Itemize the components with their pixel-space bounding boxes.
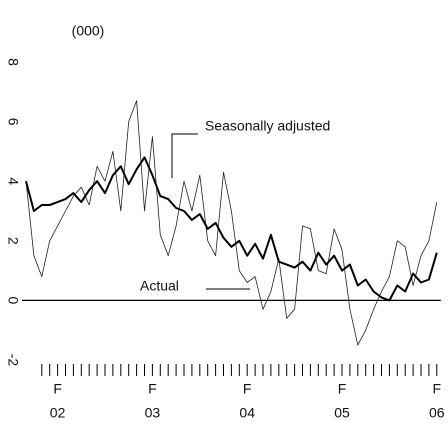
series-label: Actual — [140, 278, 179, 294]
x-tick-label: 05 — [334, 405, 350, 421]
x-tick-label: 02 — [50, 405, 66, 421]
x-tick-label: F — [338, 381, 347, 397]
x-tick-label: 06 — [429, 405, 445, 421]
y-tick-label: 4 — [5, 177, 21, 185]
y-tick-label: 2 — [5, 237, 21, 245]
y-tick-label: -2 — [5, 354, 21, 367]
x-tick-label: 03 — [145, 405, 161, 421]
leader-line — [171, 133, 198, 178]
x-tick-label: F — [433, 381, 442, 397]
series-line — [25, 156, 438, 302]
y-tick-label: 6 — [5, 118, 21, 126]
y-tick-label: 8 — [5, 58, 21, 66]
y-tick-label: 0 — [5, 297, 21, 305]
unit-label: (000) — [72, 23, 105, 39]
x-tick-label: F — [243, 381, 252, 397]
x-tick-label: 04 — [239, 405, 255, 421]
x-tick-label: F — [53, 381, 62, 397]
series-label: Seasonally adjusted — [205, 118, 330, 134]
series-line — [25, 100, 438, 346]
x-tick-label: F — [148, 381, 157, 397]
